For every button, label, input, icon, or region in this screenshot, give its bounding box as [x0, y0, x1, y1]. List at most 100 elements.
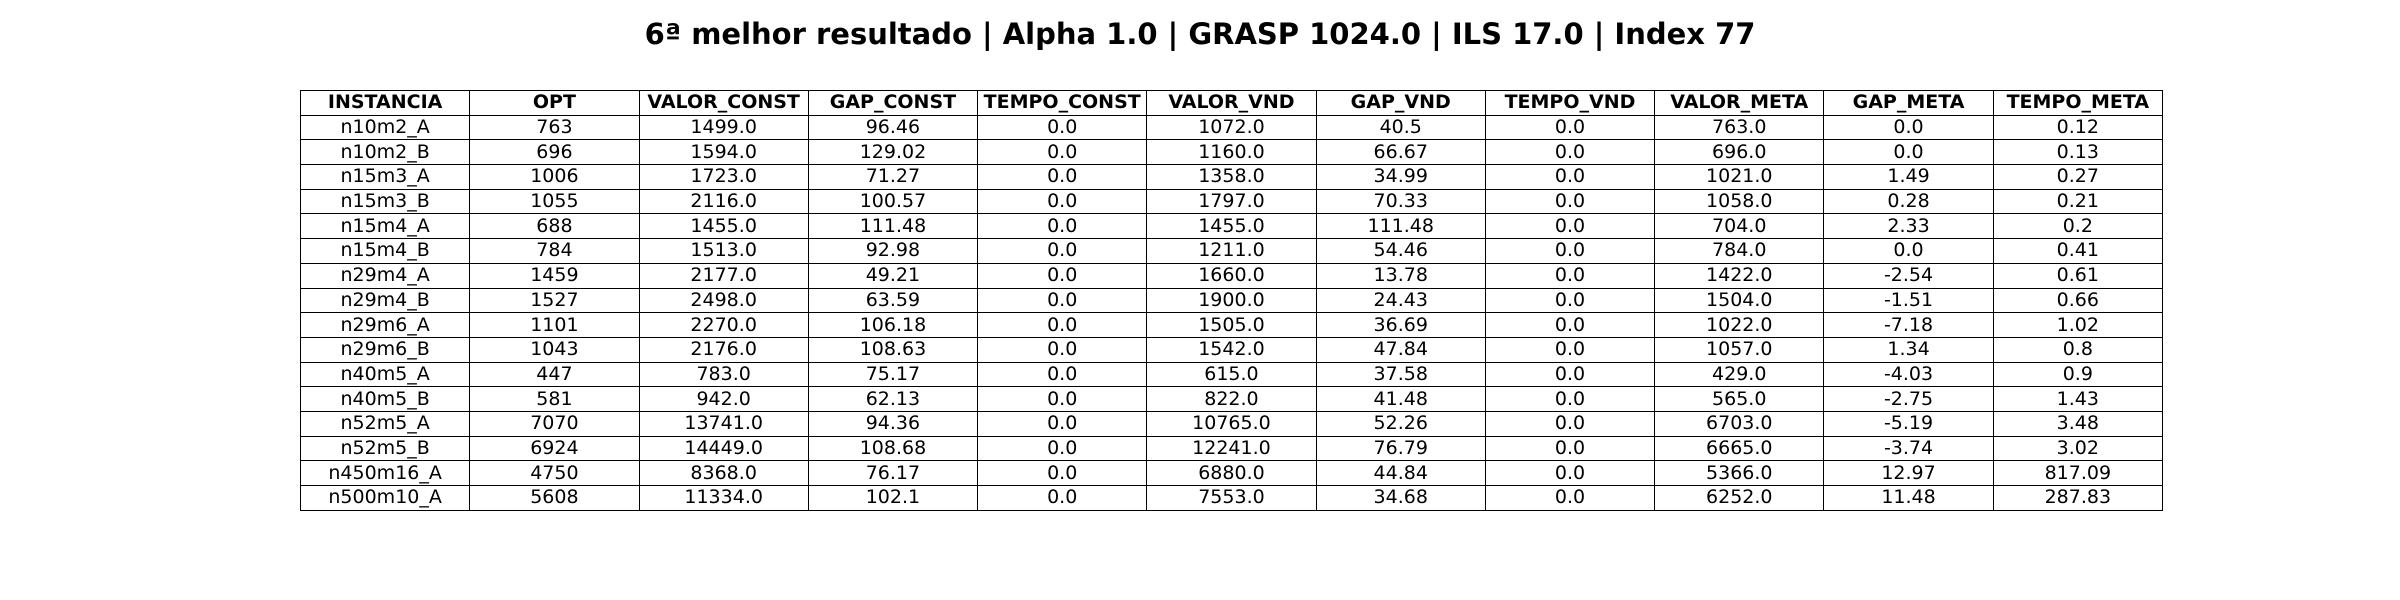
table-cell: 34.68	[1315, 485, 1486, 511]
table-cell: 6665.0	[1654, 435, 1825, 462]
table-row: n29m4_A 1459 2177.0 49.21 0.0 1660.0 13.78 0.0 1…	[299, 262, 2164, 289]
column-header: TEMPO_CONST	[977, 90, 1148, 116]
table-cell: -2.75	[1823, 386, 1994, 412]
table-cell: 1513.0	[638, 238, 809, 264]
table-cell: 1459	[469, 262, 640, 289]
table-cell: 0.0	[1484, 435, 1656, 462]
table-cell: 0.12	[1992, 114, 2164, 141]
table-cell: 763	[469, 114, 640, 141]
table-row: n10m2_A 763 1499.0 96.46 0.0 1072.0 40.5 0.0 763…	[299, 114, 2164, 141]
table-cell: 688	[469, 213, 640, 240]
table-cell: 47.84	[1315, 336, 1486, 363]
column-header: TEMPO_META	[1992, 90, 2164, 116]
table-cell: 565.0	[1654, 386, 1825, 412]
table-cell: 41.48	[1315, 386, 1486, 412]
table-cell: 696.0	[1654, 139, 1825, 166]
table-cell: 783.0	[638, 361, 809, 388]
table-cell: 0.0	[1484, 460, 1656, 486]
table-cell: 0.0	[1484, 164, 1656, 190]
table-cell: 63.59	[807, 287, 979, 314]
table-cell: 0.2	[1992, 213, 2164, 240]
table-cell: 108.63	[807, 336, 979, 363]
table-cell: n29m6_A	[299, 312, 471, 338]
table-cell: 1211.0	[1146, 238, 1317, 264]
table-cell: 44.84	[1315, 460, 1486, 486]
table-cell: n15m3_B	[299, 188, 471, 215]
table-cell: 76.17	[807, 460, 979, 486]
table-cell: 1542.0	[1146, 336, 1317, 363]
table-cell: 3.48	[1992, 410, 2164, 437]
table-cell: 11334.0	[638, 485, 809, 511]
table-cell: 0.0	[977, 460, 1148, 486]
table-cell: 14449.0	[638, 435, 809, 462]
table-row: n15m4_A 688 1455.0 111.48 0.0 1455.0 111.48 0.0…	[299, 213, 2164, 240]
table-cell: 1058.0	[1654, 188, 1825, 215]
table-cell: 2176.0	[638, 336, 809, 363]
table-cell: 1660.0	[1146, 262, 1317, 289]
table-row: n15m3_B 1055 2116.0 100.57 0.0 1797.0 70.33 0.0…	[299, 188, 2164, 215]
table-cell: 0.0	[977, 435, 1148, 462]
table-cell: n10m2_B	[299, 139, 471, 166]
table-cell: 0.0	[1484, 139, 1656, 166]
table-cell: 0.0	[1823, 238, 1994, 264]
table-cell: n15m3_A	[299, 164, 471, 190]
table-cell: 0.0	[977, 213, 1148, 240]
table-cell: 1.34	[1823, 336, 1994, 363]
table-cell: 108.68	[807, 435, 979, 462]
table-cell: 1006	[469, 164, 640, 190]
table-cell: -1.51	[1823, 287, 1994, 314]
table-cell: 0.0	[977, 164, 1148, 190]
table-cell: 100.57	[807, 188, 979, 215]
table-cell: 0.0	[1484, 238, 1656, 264]
table-cell: 13741.0	[638, 410, 809, 437]
table-cell: n450m16_A	[299, 460, 471, 486]
table-cell: 0.0	[977, 361, 1148, 388]
column-header: GAP_VND	[1315, 90, 1486, 116]
table-cell: 0.28	[1823, 188, 1994, 215]
table-cell: 942.0	[638, 386, 809, 412]
table-cell: 0.0	[1823, 139, 1994, 166]
table-cell: 3.02	[1992, 435, 2164, 462]
table-cell: -5.19	[1823, 410, 1994, 437]
table-cell: 24.43	[1315, 287, 1486, 314]
table-cell: 37.58	[1315, 361, 1486, 388]
table-cell: -3.74	[1823, 435, 1994, 462]
table-cell: 102.1	[807, 485, 979, 511]
table-row: n10m2_B 696 1594.0 129.02 0.0 1160.0 66.67 0.0 6…	[299, 139, 2164, 166]
table-cell: 96.46	[807, 114, 979, 141]
table-cell: 2116.0	[638, 188, 809, 215]
table-cell: 6703.0	[1654, 410, 1825, 437]
column-header: GAP_META	[1823, 90, 1994, 116]
table-cell: 0.0	[1484, 114, 1656, 141]
table-cell: 75.17	[807, 361, 979, 388]
table-cell: 0.41	[1992, 238, 2164, 264]
table-cell: n29m6_B	[299, 336, 471, 363]
table-cell: 0.61	[1992, 262, 2164, 289]
table-cell: 5366.0	[1654, 460, 1825, 486]
table-cell: 34.99	[1315, 164, 1486, 190]
table-row: n29m6_A 1101 2270.0 106.18 0.0 1505.0 36.69 0.0…	[299, 312, 2164, 338]
table-cell: 6880.0	[1146, 460, 1317, 486]
table-cell: 0.0	[977, 386, 1148, 412]
table-cell: 1455.0	[1146, 213, 1317, 240]
table-cell: 54.46	[1315, 238, 1486, 264]
table-cell: 12241.0	[1146, 435, 1317, 462]
table-cell: 0.0	[1484, 262, 1656, 289]
table-cell: 0.0	[1484, 336, 1656, 363]
table-cell: 8368.0	[638, 460, 809, 486]
table-row: n15m3_A 1006 1723.0 71.27 0.0 1358.0 34.99 0.0 1…	[299, 164, 2164, 190]
table-row: n52m5_B 6924 14449.0 108.68 0.0 12241.0 76.79 0…	[299, 435, 2164, 462]
table-cell: 0.0	[1484, 213, 1656, 240]
table-cell: 1504.0	[1654, 287, 1825, 314]
table-cell: 1422.0	[1654, 262, 1825, 289]
table-cell: -2.54	[1823, 262, 1994, 289]
table-row: n29m4_B 1527 2498.0 63.59 0.0 1900.0 24.43 0.0 1…	[299, 287, 2164, 314]
table-cell: 447	[469, 361, 640, 388]
table-cell: 13.78	[1315, 262, 1486, 289]
table-cell: 0.0	[977, 188, 1148, 215]
table-cell: 0.0	[977, 287, 1148, 314]
table-cell: 1055	[469, 188, 640, 215]
table-cell: n29m4_B	[299, 287, 471, 314]
table-cell: 2.33	[1823, 213, 1994, 240]
table-cell: 763.0	[1654, 114, 1825, 141]
